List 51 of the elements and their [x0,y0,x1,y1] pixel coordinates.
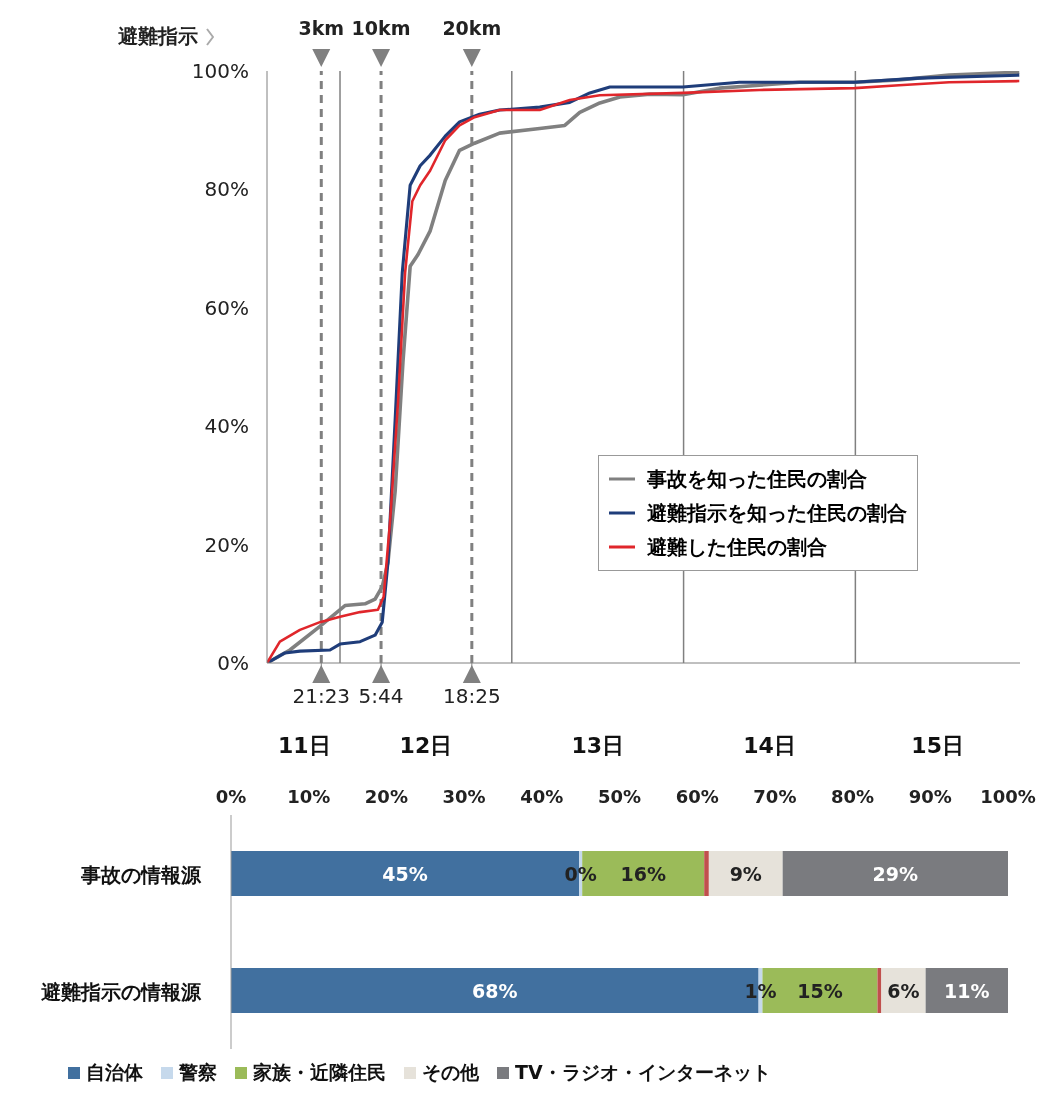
legend-label: 家族・近隣住民 [252,1060,386,1085]
x-tick-label: 70% [753,786,797,807]
data-label: 11% [944,979,990,1002]
bar [877,968,882,1013]
legend-label: 避難指示を知った住民の割合 [647,500,907,527]
x-tick-label: 18:25 [443,684,501,708]
x-tick-label: 40% [520,786,564,807]
x2-tick-label: 15日 [911,733,964,758]
y-tick-label: 100% [191,59,249,83]
legend-label: TV・ラジオ・インターネット [514,1060,771,1085]
x-tick-label: 100% [980,786,1036,807]
x-tick-label: 80% [831,786,875,807]
y-tick-label: 避難指示の情報源 [41,979,202,1004]
x-tick-label: 90% [908,786,952,807]
bar [782,851,1008,896]
x-tick-label: 20% [364,786,408,807]
x-tick-label: 50% [597,786,642,807]
data-label: 68% [472,979,518,1002]
data-label: 6% [887,979,920,1002]
y-tick-label: 40% [204,414,249,439]
data-label: 45% [382,862,428,885]
x2-tick-label: 12日 [399,733,453,758]
x-tick-label: 21:23 [292,684,351,708]
x2-tick-label: 13日 [571,733,624,758]
y-tick-label: 0% [217,651,249,675]
ref-line-label: 3km [298,17,345,39]
legend-label: 自治体 [85,1060,143,1085]
data-label: 15% [797,979,843,1002]
data-label: 16% [620,862,666,885]
legend-label: その他 [421,1060,479,1085]
x2-tick-label: 14日 [743,733,796,758]
x-tick-label: 5:44 [358,684,404,708]
x-tick-label: 60% [675,786,719,807]
ref-line-label: 20km [442,17,502,39]
x2-tick-label: 11日 [277,733,331,758]
x-tick-label: 30% [442,786,486,807]
y-tick-label: 事故の情報源 [80,862,202,887]
data-label: 29% [872,862,919,885]
legend-label: 避難した住民の割合 [647,534,827,561]
text: 避難指示 [118,23,198,50]
bar [708,851,783,896]
x-tick-label: 10% [287,786,331,807]
ref-line-label: 10km [351,17,411,39]
y-tick-label: 20% [204,532,249,557]
legend-label: 事故を知った住民の割合 [647,466,867,493]
bar [925,968,1008,1013]
y-tick-label: 80% [204,177,249,202]
y-tick-label: 60% [204,295,249,320]
bar [704,851,709,896]
data-label: 9% [729,862,762,885]
legend-label: 警察 [178,1060,217,1085]
